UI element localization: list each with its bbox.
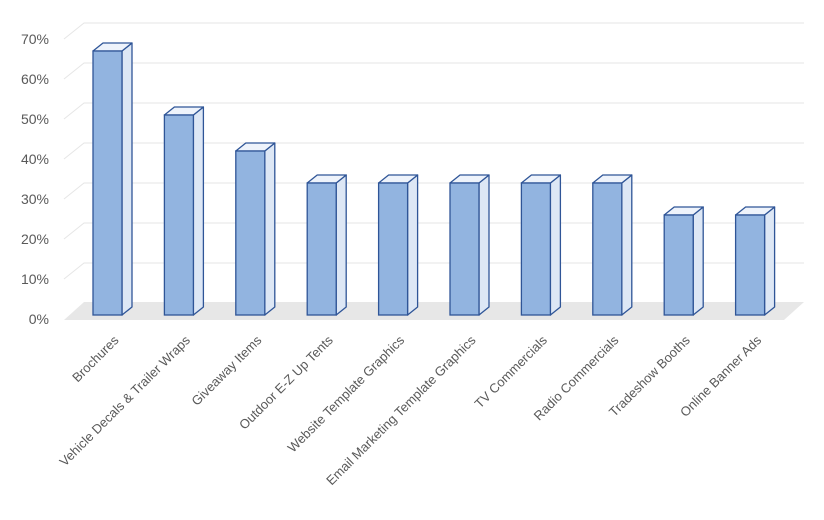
- bar-side: [406, 174, 419, 316]
- bar: [92, 42, 133, 316]
- bar: [163, 106, 205, 316]
- y-tick-label: 50%: [21, 111, 49, 127]
- y-tick-label: 70%: [21, 31, 49, 47]
- bar: [663, 206, 704, 316]
- x-tick-label: Email Marketing Template Graphics: [323, 332, 479, 488]
- gridline: [63, 262, 804, 280]
- y-tick-label: 40%: [21, 151, 49, 167]
- y-tick-label: 20%: [21, 231, 49, 247]
- gridline: [63, 62, 804, 80]
- bar: [734, 206, 776, 316]
- bar: [449, 174, 490, 316]
- gridlines: [63, 22, 804, 280]
- bars: [92, 42, 776, 316]
- bar-front: [163, 114, 195, 316]
- x-tick-label: TV Commercials: [471, 332, 550, 411]
- bar-front: [449, 182, 480, 316]
- bar-front: [734, 214, 766, 316]
- x-tick-label: Website Template Graphics: [285, 332, 408, 455]
- gridline: [63, 182, 804, 200]
- bar-front: [306, 182, 337, 316]
- bar-front: [520, 182, 552, 316]
- bar-side: [335, 174, 347, 316]
- bar-side: [121, 42, 133, 316]
- x-tick-label: Giveaway Items: [188, 332, 264, 408]
- bar: [592, 174, 633, 316]
- bar-side: [478, 174, 490, 316]
- bar: [235, 142, 276, 316]
- y-tick-label: 10%: [21, 271, 49, 287]
- bar-front: [377, 182, 409, 316]
- gridline: [63, 222, 804, 240]
- x-tick-label: Brochures: [69, 332, 122, 385]
- gridline: [63, 22, 804, 40]
- bar: [306, 174, 347, 316]
- bar-side: [264, 142, 276, 316]
- bar-side: [621, 174, 633, 316]
- y-tick-label: 30%: [21, 191, 49, 207]
- bar-front: [235, 150, 266, 316]
- bar-front: [663, 214, 694, 316]
- y-tick-label: 0%: [29, 311, 49, 327]
- bar-side: [549, 174, 562, 316]
- bar-side: [192, 106, 205, 316]
- bar-side: [692, 206, 704, 316]
- y-tick-label: 60%: [21, 71, 49, 87]
- x-tick-label: Vehicle Decals & Trailer Wraps: [56, 332, 193, 469]
- bar: [377, 174, 419, 316]
- bar-front: [92, 50, 123, 316]
- bar: [520, 174, 562, 316]
- bar-front: [592, 182, 623, 316]
- gridline: [63, 102, 804, 120]
- gridline: [63, 142, 804, 160]
- y-axis-ticks: 0% 10% 20% 30% 40% 50% 60% 70%: [21, 31, 49, 327]
- bar-side: [763, 206, 776, 316]
